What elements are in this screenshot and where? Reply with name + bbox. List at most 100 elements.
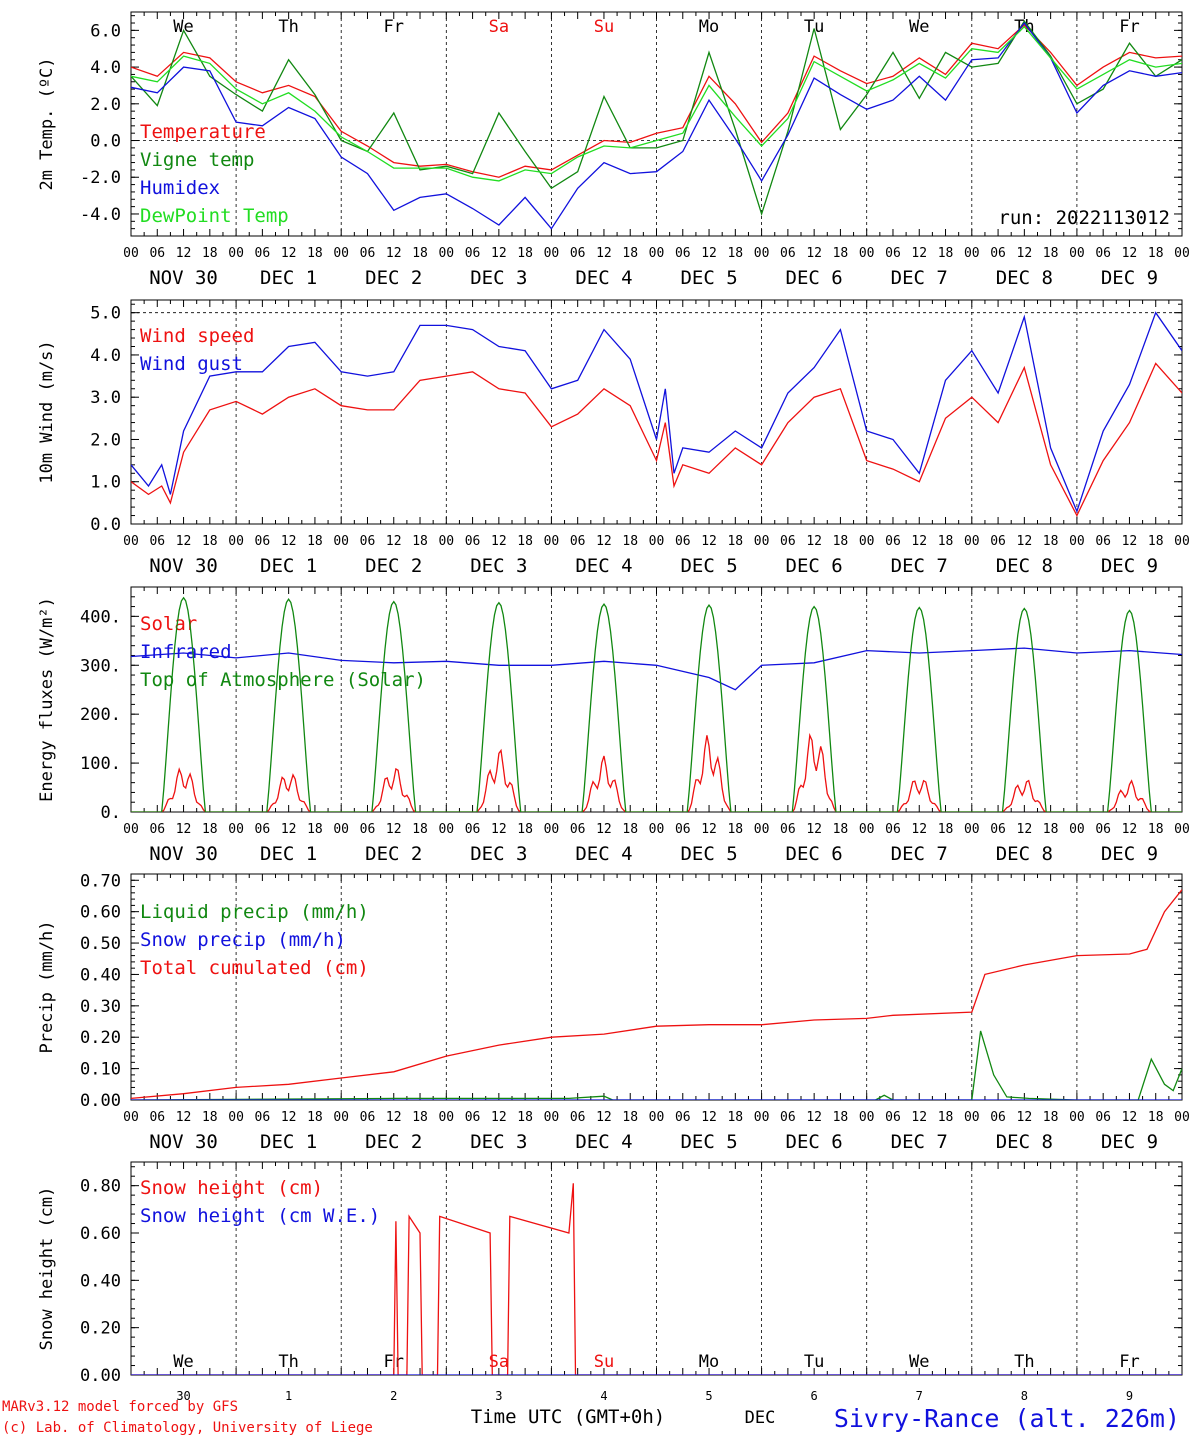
legend-entry: Snow height (cm W.E.) (140, 1205, 380, 1227)
hour-tick-label: 06 (255, 1110, 271, 1125)
date-label: DEC 4 (575, 1131, 632, 1153)
hour-tick-label: 12 (911, 822, 927, 837)
y-tick-label: 0.60 (80, 1224, 121, 1244)
hour-tick-label: 12 (491, 534, 507, 549)
hour-tick-label: 00 (1069, 534, 1085, 549)
y-tick-label: -4.0 (80, 205, 121, 225)
hour-tick-label: 18 (202, 822, 218, 837)
hour-tick-label: 06 (570, 534, 586, 549)
y-axis-label: Energy fluxes (W/m²) (37, 597, 57, 802)
panel-4: 0.00 0.10 0.20 0.30 0.40 0.50 0.60 0.70 Precip (… (37, 871, 1190, 1153)
panel-frame (130, 586, 1183, 813)
hour-tick-label: 18 (412, 822, 428, 837)
y-axis-label: Snow height (cm) (37, 1187, 57, 1351)
hour-tick-label: 18 (202, 1110, 218, 1125)
hour-tick-label: 12 (596, 822, 612, 837)
date-label: DEC 8 (996, 267, 1053, 289)
y-tick-label: 0.0 (90, 132, 121, 152)
hour-tick-label: 06 (360, 1110, 376, 1125)
y-tick-label: 0.20 (80, 1319, 121, 1339)
y-tick-label: 0.20 (80, 1028, 121, 1048)
y-tick-label: 3.0 (90, 388, 121, 408)
hour-tick-label: 06 (465, 246, 481, 261)
date-label: DEC 9 (1101, 843, 1158, 865)
y-tick-label: 2.0 (90, 95, 121, 115)
date-label: DEC 3 (470, 843, 527, 865)
hour-tick-label: 06 (780, 534, 796, 549)
weekday-label: We (173, 1352, 193, 1372)
weekday-label: Th (278, 1352, 298, 1372)
date-label: DEC 3 (470, 1131, 527, 1153)
date-label: DEC 8 (996, 555, 1053, 577)
legend-entry: Wind gust (140, 353, 243, 375)
date-label: DEC 5 (680, 1131, 737, 1153)
hour-tick-label: 18 (307, 534, 323, 549)
date-label: DEC 6 (786, 267, 843, 289)
hour-tick-label: 00 (859, 246, 875, 261)
y-tick-label: 2.0 (90, 430, 121, 450)
hour-tick-label: 12 (176, 1110, 192, 1125)
date-label: DEC 4 (575, 267, 632, 289)
date-label: DEC 2 (365, 267, 422, 289)
hour-tick-label: 12 (281, 246, 297, 261)
hour-tick-label: 06 (570, 822, 586, 837)
hour-tick-label: 18 (622, 534, 638, 549)
date-label: DEC 2 (365, 1131, 422, 1153)
hour-tick-label: 00 (333, 822, 349, 837)
hour-tick-label: 18 (622, 246, 638, 261)
hour-tick-label: 12 (281, 534, 297, 549)
weekday-label: Su (594, 1352, 614, 1372)
hour-tick-label: 12 (911, 1110, 927, 1125)
hour-tick-label: 00 (964, 246, 980, 261)
legend-entry: DewPoint Temp (140, 205, 289, 227)
day-number-label: 1 (285, 1389, 292, 1403)
hour-tick-label: 18 (833, 246, 849, 261)
hour-tick-label: 06 (990, 822, 1006, 837)
hour-tick-label: 18 (1043, 1110, 1059, 1125)
date-label: DEC 5 (680, 843, 737, 865)
date-label: DEC 1 (260, 555, 317, 577)
hour-tick-label: 12 (1122, 822, 1138, 837)
hour-tick-label: 18 (938, 246, 954, 261)
date-label: DEC 7 (891, 267, 948, 289)
hour-tick-label: 06 (149, 534, 165, 549)
date-label: NOV 30 (149, 1131, 218, 1153)
hour-tick-label: 06 (885, 822, 901, 837)
series-line (131, 732, 1182, 812)
hour-tick-label: 18 (412, 1110, 428, 1125)
series-line (131, 20, 1182, 217)
hour-tick-label: 06 (360, 246, 376, 261)
hour-tick-label: 12 (176, 246, 192, 261)
hour-tick-label: 12 (1017, 534, 1033, 549)
hour-tick-label: 00 (438, 534, 454, 549)
hour-tick-label: 18 (938, 822, 954, 837)
y-axis-label: Precip (mm/h) (37, 920, 57, 1053)
day-number-label: 5 (705, 1389, 712, 1403)
weekday-label: We (173, 17, 193, 37)
hour-tick-label: 12 (386, 534, 402, 549)
y-tick-label: 0.70 (80, 871, 121, 891)
hour-tick-label: 00 (1174, 822, 1190, 837)
weekday-label: Tu (804, 1352, 824, 1372)
hour-tick-label: 06 (255, 246, 271, 261)
hour-tick-label: 00 (1174, 246, 1190, 261)
lab-credit: (c) Lab. of Climatology, University of L… (2, 1420, 373, 1436)
hour-tick-label: 18 (1148, 822, 1164, 837)
date-label: DEC 6 (786, 843, 843, 865)
hour-tick-label: 12 (1122, 1110, 1138, 1125)
hour-tick-label: 00 (544, 1110, 560, 1125)
y-tick-label: 0.60 (80, 903, 121, 923)
legend-entry: Wind speed (140, 325, 254, 347)
hour-tick-label: 06 (990, 1110, 1006, 1125)
weekday-label: Tu (804, 17, 824, 37)
hour-tick-label: 18 (1148, 246, 1164, 261)
weekday-label: We (909, 17, 929, 37)
hour-tick-label: 18 (727, 822, 743, 837)
y-tick-label: 0.80 (80, 1177, 121, 1197)
hour-tick-label: 18 (517, 1110, 533, 1125)
hour-tick-label: 18 (517, 246, 533, 261)
hour-tick-label: 18 (727, 246, 743, 261)
hour-tick-label: 12 (491, 246, 507, 261)
series-line (131, 596, 1182, 812)
